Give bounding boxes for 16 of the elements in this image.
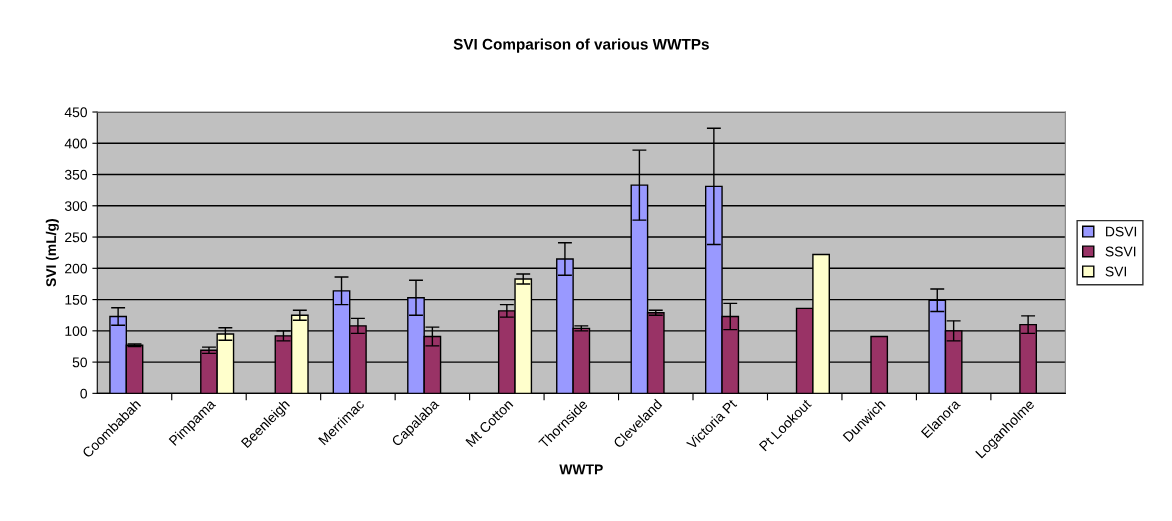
legend-label: DSVI	[1106, 226, 1137, 237]
y-tick-label: 50	[72, 357, 88, 368]
x-axis-title: WWTP	[559, 464, 603, 475]
y-tick-label: 250	[65, 232, 88, 243]
y-tick-label: 350	[64, 169, 88, 180]
y-tick-label: 100	[65, 326, 88, 336]
y-tick-label: 400	[64, 138, 88, 149]
legend-label: SSVI	[1105, 246, 1136, 257]
legend-label: SVI	[1105, 266, 1127, 277]
chart-title: SVI Comparison of various WWTPs	[453, 38, 709, 53]
y-tick-label: 450	[64, 107, 88, 118]
y-tick-label: 150	[65, 294, 88, 305]
y-axis-title: SVI (mL/g)	[45, 219, 59, 287]
y-tick-label: 200	[65, 263, 88, 274]
y-tick-label: 0	[80, 388, 88, 399]
y-tick-label: 300	[64, 201, 88, 211]
